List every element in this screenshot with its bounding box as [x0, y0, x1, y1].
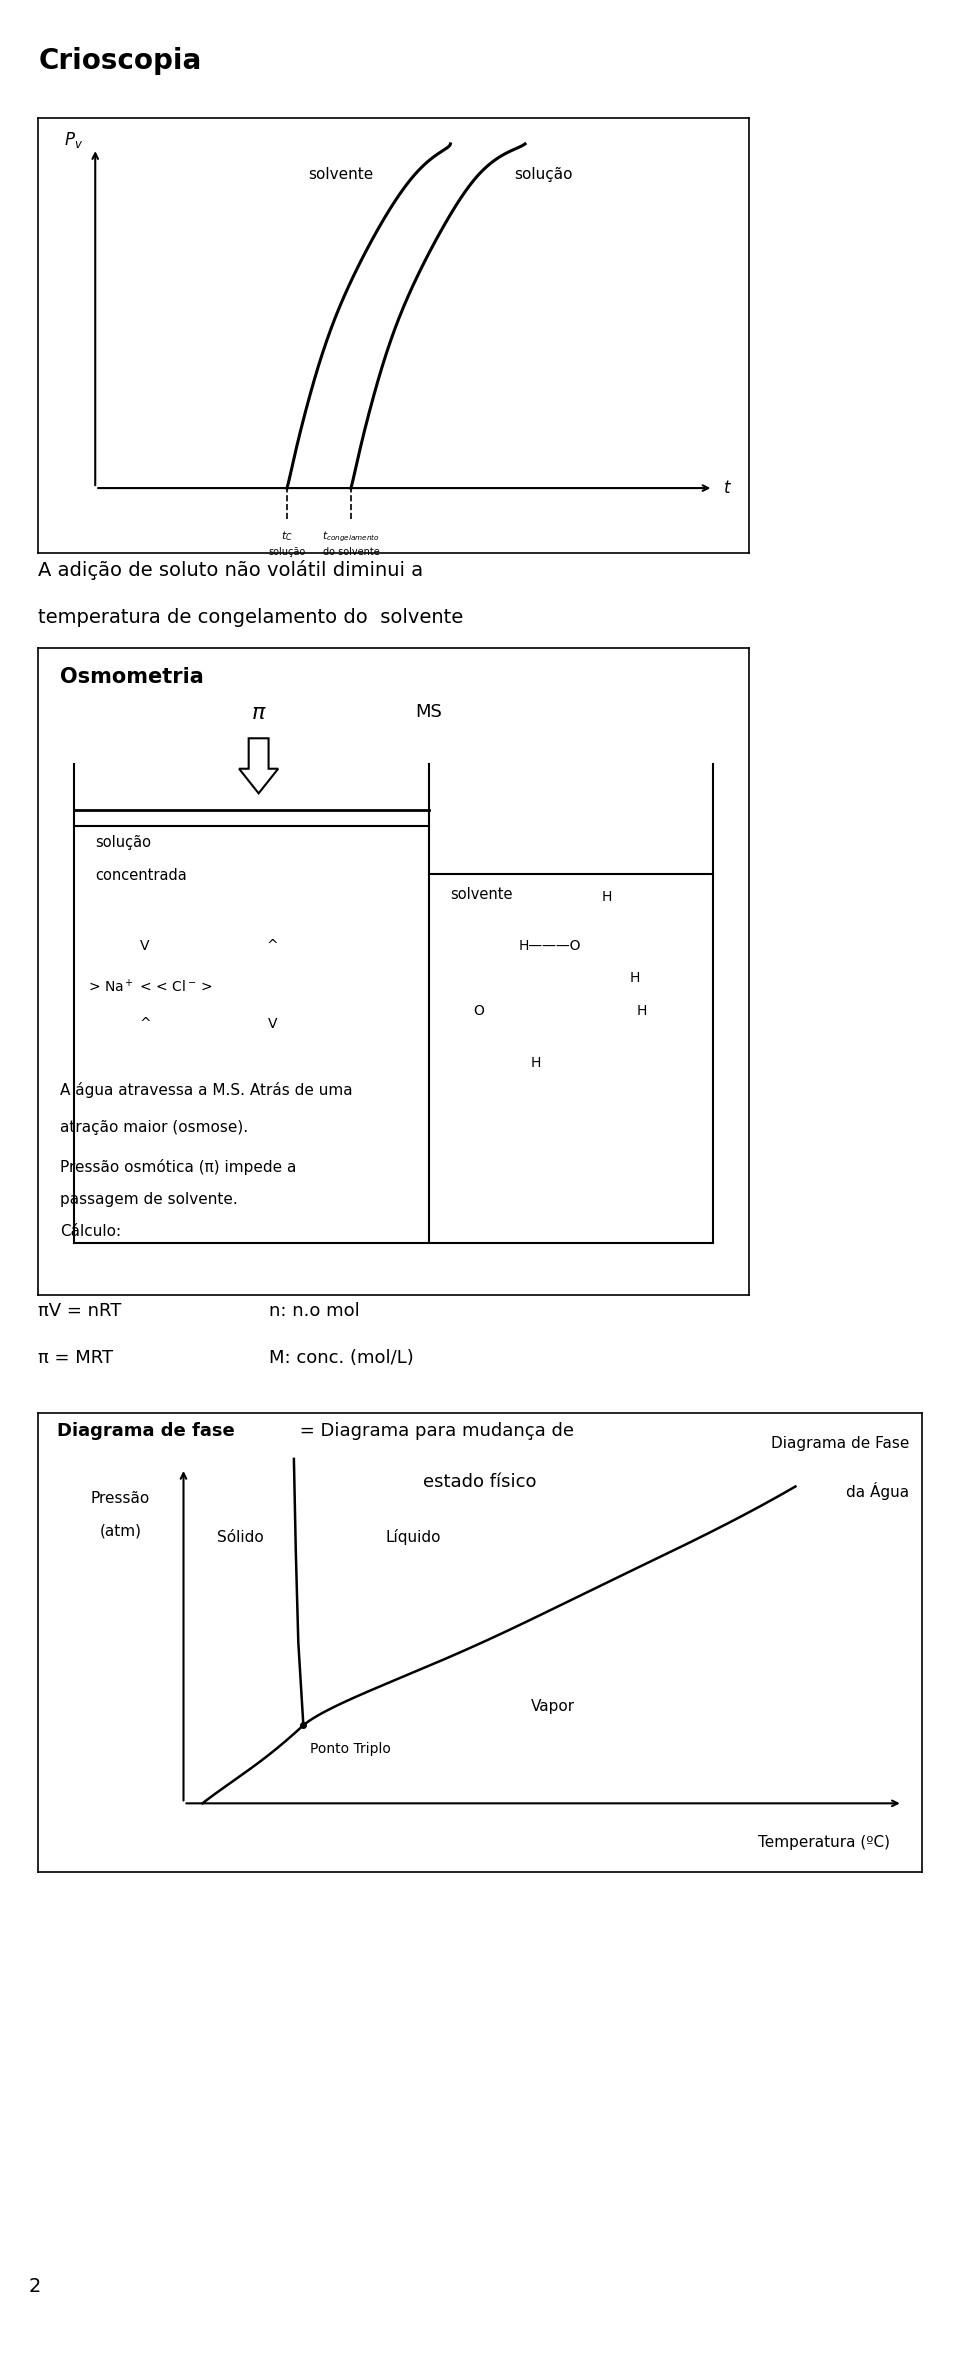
Text: n: n.o mol: n: n.o mol	[269, 1302, 360, 1321]
Text: da Água: da Água	[846, 1481, 909, 1500]
Text: > Na$^+$ < < Cl$^->$: > Na$^+$ < < Cl$^->$	[88, 977, 213, 996]
Text: H: H	[637, 1003, 647, 1017]
Text: Temperatura (ºC): Temperatura (ºC)	[758, 1835, 890, 1851]
Text: $\pi$: $\pi$	[251, 702, 267, 723]
Text: Diagrama de fase: Diagrama de fase	[58, 1422, 235, 1441]
Text: = Diagrama para mudança de: = Diagrama para mudança de	[294, 1422, 574, 1441]
Text: $t_{congelamento}$: $t_{congelamento}$	[323, 530, 380, 544]
Text: $P_v$: $P_v$	[64, 130, 84, 148]
Text: H: H	[531, 1055, 540, 1069]
Text: πV = nRT: πV = nRT	[38, 1302, 122, 1321]
Text: (atm): (atm)	[100, 1524, 141, 1538]
Text: Osmometria: Osmometria	[60, 666, 204, 688]
Text: ^: ^	[267, 940, 278, 954]
Text: H———O: H———O	[518, 940, 581, 954]
Text: ^: ^	[139, 1017, 151, 1031]
Text: temperatura de congelamento do  solvente: temperatura de congelamento do solvente	[38, 608, 464, 626]
Text: solução: solução	[269, 546, 305, 556]
Text: H: H	[602, 890, 612, 904]
Text: concentrada: concentrada	[95, 867, 187, 883]
Text: 2: 2	[29, 2277, 41, 2296]
Text: Sólido: Sólido	[217, 1531, 264, 1545]
Text: Cálculo:: Cálculo:	[60, 1225, 121, 1239]
Text: Líquido: Líquido	[385, 1528, 441, 1545]
Text: MS: MS	[416, 702, 443, 721]
Text: solvente: solvente	[308, 167, 373, 181]
Text: H: H	[630, 970, 640, 984]
Text: Pressão osmótica (π) impede a: Pressão osmótica (π) impede a	[60, 1159, 296, 1175]
Text: V: V	[268, 1017, 277, 1031]
Text: Crioscopia: Crioscopia	[38, 47, 202, 75]
Text: O: O	[473, 1003, 484, 1017]
Text: M: conc. (mol/L): M: conc. (mol/L)	[269, 1349, 414, 1368]
Text: solvente: solvente	[450, 888, 513, 902]
Text: π = MRT: π = MRT	[38, 1349, 113, 1368]
Text: A adição de soluto não volátil diminui a: A adição de soluto não volátil diminui a	[38, 560, 423, 579]
Text: $t_C$: $t_C$	[281, 530, 293, 544]
Text: Vapor: Vapor	[531, 1700, 575, 1714]
Text: estado físico: estado físico	[423, 1472, 537, 1491]
Text: Ponto Triplo: Ponto Triplo	[310, 1743, 391, 1757]
Text: do solvente: do solvente	[323, 546, 379, 556]
Text: atração maior (osmose).: atração maior (osmose).	[60, 1121, 248, 1135]
Text: V: V	[140, 940, 150, 954]
Text: Pressão: Pressão	[91, 1491, 150, 1507]
Text: solução: solução	[515, 167, 573, 181]
Text: $t$: $t$	[723, 478, 732, 497]
Text: passagem de solvente.: passagem de solvente.	[60, 1192, 237, 1206]
FancyArrow shape	[239, 737, 278, 794]
Text: A água atravessa a M.S. Atrás de uma: A água atravessa a M.S. Atrás de uma	[60, 1081, 352, 1097]
Text: Diagrama de Fase: Diagrama de Fase	[771, 1437, 909, 1451]
Text: solução: solução	[95, 836, 152, 850]
